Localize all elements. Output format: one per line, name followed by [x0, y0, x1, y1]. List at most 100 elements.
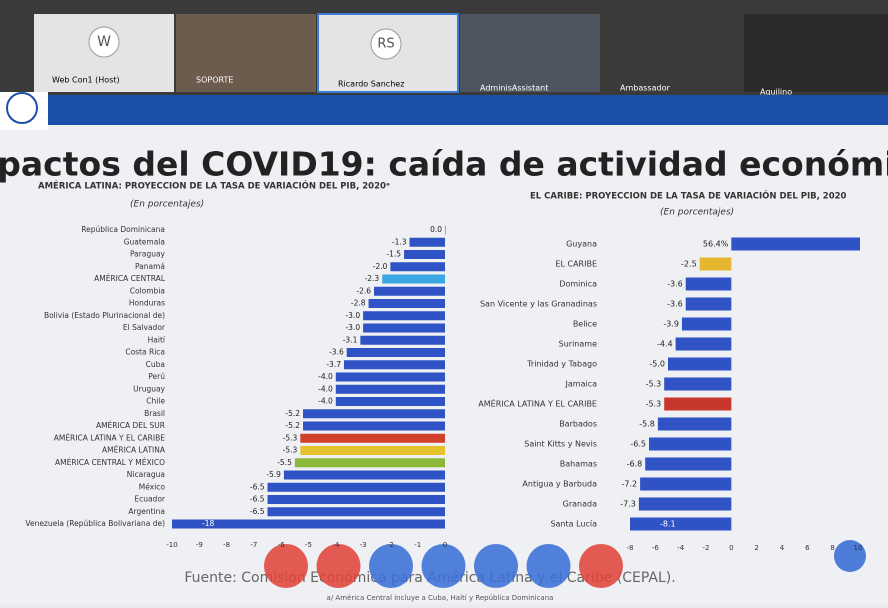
bar [731, 237, 860, 251]
tile-initials: RS [377, 37, 394, 52]
bar [681, 317, 732, 331]
video-tile[interactable] [744, 14, 888, 92]
control-button[interactable] [264, 544, 308, 588]
category-label: Guyana [566, 240, 597, 249]
category-label: Belice [573, 320, 597, 329]
x-tick-label: 0 [729, 544, 733, 552]
bar [374, 286, 445, 296]
category-label: Bahamas [560, 460, 597, 469]
bar [699, 257, 732, 271]
bar [630, 517, 732, 531]
value-label: -7.2 [622, 480, 638, 489]
bar [267, 495, 445, 504]
category-label: Panamá [135, 262, 165, 271]
control-button[interactable] [579, 544, 623, 588]
category-label: Jamaica [565, 380, 598, 389]
bar [363, 323, 445, 333]
footnote: a/ América Central incluye a Cuba, Haití… [327, 594, 554, 602]
category-label: Saint Kitts y Nevis [524, 440, 597, 449]
category-label: Brasil [144, 409, 165, 418]
x-tick-label: -5 [305, 541, 312, 549]
tile-name: SOPORTE [196, 76, 233, 85]
x-tick-label: -1 [414, 541, 421, 549]
value-label: -3.6 [667, 300, 683, 309]
control-button[interactable] [369, 544, 413, 588]
bar [404, 250, 445, 259]
category-label: Argentina [128, 507, 165, 516]
value-label: -5.3 [283, 433, 298, 442]
category-label: AMÉRICA CENTRAL Y MÉXICO [55, 458, 165, 467]
category-label: AMÉRICA LATINA Y EL CARIBE [478, 398, 597, 409]
chart-title: AMÉRICA LATINA: PROYECCION DE LA TASA DE… [38, 180, 390, 192]
value-label: -1.5 [386, 250, 401, 259]
bar [267, 482, 445, 492]
slide-title: Impactos del COVID19: caída de actividad… [0, 145, 888, 184]
value-label: -5.0 [649, 360, 665, 369]
bar [303, 409, 445, 419]
category-label: AMÉRICA LATINA Y EL CARIBE [54, 433, 166, 442]
x-tick-label: -2 [703, 544, 710, 552]
control-button[interactable] [526, 544, 571, 588]
bar [685, 277, 732, 291]
control-button[interactable] [474, 544, 518, 588]
bar [685, 297, 732, 311]
value-label: -6.5 [250, 507, 265, 516]
control-button[interactable] [421, 544, 466, 588]
bar [390, 262, 445, 272]
bar [409, 237, 445, 247]
x-tick-label: 10 [854, 544, 863, 552]
category-label: San Vicente y las Granadinas [480, 300, 597, 309]
bar [382, 274, 445, 284]
control-button[interactable] [834, 540, 866, 572]
tile-name: Ricardo Sanchez [338, 80, 404, 89]
value-label: -3.6 [329, 348, 344, 357]
bar [664, 377, 732, 391]
value-label: -5.3 [646, 380, 662, 389]
value-label: -3.0 [345, 323, 360, 332]
x-tick-label: -8 [223, 541, 230, 549]
category-label: Chile [146, 397, 165, 406]
bar [343, 360, 445, 370]
category-label: Paraguay [130, 250, 166, 259]
bar [300, 433, 445, 443]
category-label: Costa Rica [125, 348, 165, 357]
x-tick-label: 6 [805, 544, 810, 552]
value-label: -5.3 [283, 446, 298, 455]
bar [335, 397, 445, 406]
category-label: Colombia [130, 286, 165, 295]
category-label: Guatemala [124, 237, 165, 246]
category-label: Bolivia (Estado Plurinacional de) [44, 311, 165, 320]
bar [675, 337, 732, 351]
video-tile[interactable] [602, 14, 742, 92]
bar [363, 311, 445, 321]
category-label: El Salvador [123, 323, 166, 332]
bar [335, 372, 445, 382]
value-label: -4.4 [657, 340, 673, 349]
category-label: Granada [563, 500, 597, 509]
bar [657, 417, 732, 431]
category-label: Barbados [559, 420, 597, 429]
value-label: -2.8 [351, 299, 366, 308]
video-tile[interactable] [176, 14, 316, 92]
category-label: Cuba [146, 360, 165, 369]
bar [294, 458, 445, 468]
x-tick-label: 8 [830, 544, 834, 552]
x-tick-label: 4 [780, 544, 785, 552]
value-label: -5.2 [285, 409, 300, 418]
category-label: Nicaragua [127, 470, 165, 479]
category-label: México [139, 482, 166, 491]
bar [283, 470, 445, 480]
video-tile[interactable] [460, 14, 600, 92]
value-label: -5.5 [277, 458, 292, 467]
value-label: -2.3 [365, 274, 380, 283]
value-label: -18 [202, 519, 214, 528]
category-label: República Dominicana [81, 225, 165, 234]
x-tick-label: -9 [196, 541, 203, 549]
value-label: -5.2 [285, 421, 300, 430]
un-logo [6, 92, 38, 124]
bar [335, 384, 445, 394]
bar [346, 348, 445, 357]
value-label: -1.3 [392, 237, 407, 246]
control-button[interactable] [316, 544, 361, 588]
